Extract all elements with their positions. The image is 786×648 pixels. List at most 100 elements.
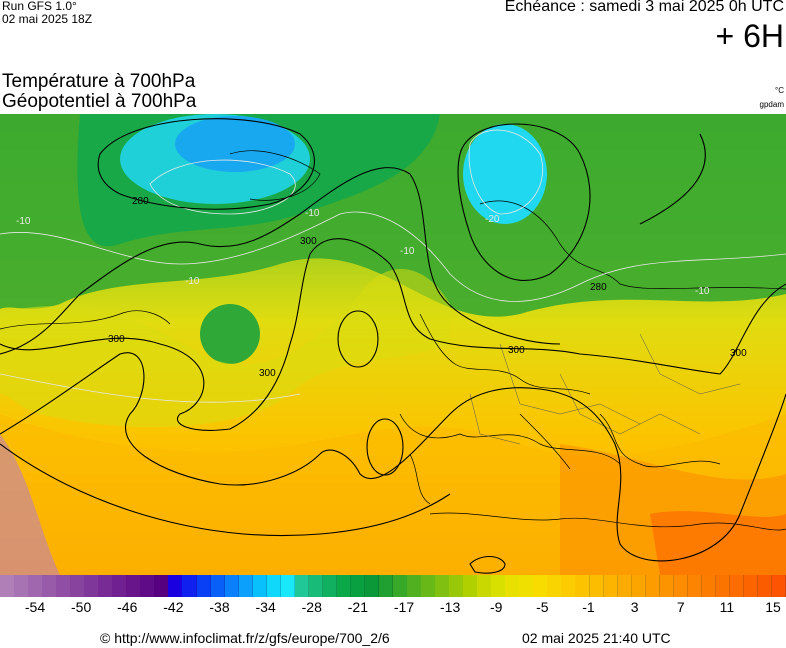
color-swatch [224, 575, 240, 597]
coastlines [0, 150, 786, 531]
color-swatch [210, 575, 226, 597]
color-swatch [645, 575, 661, 597]
color-swatch [547, 575, 562, 597]
color-swatch [322, 575, 338, 597]
color-swatch [308, 575, 324, 597]
color-scale-tick-label: 15 [765, 599, 781, 615]
generated-timestamp: 02 mai 2025 21:40 UTC [522, 630, 671, 646]
isotherm-label: -10 [305, 208, 320, 219]
color-scale-ticks: -54 -50 -46 -42 -38 -34 -28 -21 -17 -13 -9 -5 -1 3 7 11… [0, 599, 786, 619]
lead-time: + 6H [715, 18, 784, 54]
contour-label: 300 [259, 368, 276, 379]
color-swatch [70, 575, 85, 597]
color-scale-tick-label: -38 [209, 599, 230, 615]
color-swatch [575, 575, 590, 597]
color-swatch [140, 575, 155, 597]
run-date: 02 mai 2025 18Z [2, 12, 93, 26]
color-swatch [196, 575, 212, 597]
color-swatch [519, 575, 534, 597]
color-scale-tick-label: -5 [536, 599, 549, 615]
color-swatch [757, 575, 773, 597]
color-swatch [294, 575, 310, 597]
color-swatch [729, 575, 745, 597]
map-title-geopotential: Géopotentiel à 700hPa [2, 91, 197, 112]
cold-pool-scandinavia [463, 124, 547, 224]
isotherms [0, 129, 786, 403]
color-swatch [182, 575, 197, 597]
color-scale-tick-label: 11 [719, 599, 735, 615]
color-swatch [266, 575, 282, 597]
color-swatch [42, 575, 57, 597]
color-swatch [350, 575, 366, 597]
color-swatch [701, 575, 717, 597]
color-swatch [56, 575, 71, 597]
isotherm-label: -10 [185, 276, 200, 287]
isotherm-label: -10 [695, 286, 710, 297]
color-swatch [771, 575, 786, 597]
color-scale-tick-label: -42 [163, 599, 184, 615]
color-swatch [561, 575, 576, 597]
color-swatch [505, 575, 520, 597]
color-swatch [280, 575, 296, 597]
color-scale-tick-label: 7 [676, 599, 685, 615]
color-swatch [435, 575, 450, 597]
color-scale-tick-label: -1 [582, 599, 595, 615]
color-scale-tick-label: -46 [117, 599, 138, 615]
color-swatch [98, 575, 113, 597]
unit-geopotential: gpdam [759, 100, 784, 109]
run-label: Run GFS 1.0° [2, 0, 77, 13]
color-swatch [84, 575, 99, 597]
color-swatch [715, 575, 731, 597]
color-swatch [112, 575, 127, 597]
color-swatch [364, 575, 380, 597]
color-scale-tick-label: -28 [301, 599, 322, 615]
geopotential-contours [0, 118, 786, 574]
isotherm-label: -10 [16, 216, 31, 227]
color-swatch [673, 575, 689, 597]
borders [469, 333, 741, 445]
forecast-valid-time: Echéance : samedi 3 mai 2025 0h UTC [504, 0, 784, 15]
color-scale-tick-label: -21 [347, 599, 368, 615]
color-swatch [407, 575, 422, 597]
unit-temperature: °C [775, 86, 784, 95]
contour-value-labels: 280 300 300 300 280 300 300 [108, 196, 747, 379]
color-swatch [378, 575, 394, 597]
color-scale-tick-label: -50 [71, 599, 92, 615]
color-swatch [393, 575, 408, 597]
contour-label: 300 [108, 334, 125, 345]
color-swatch [617, 575, 633, 597]
isotherm-label: -10 [400, 246, 415, 257]
weather-map: 280 300 300 300 280 300 300 -10 -10 -10 … [0, 114, 786, 575]
map-title-temperature: Température à 700hPa [2, 71, 196, 92]
color-swatch [14, 575, 29, 597]
contour-label: 300 [300, 236, 317, 247]
color-swatch [449, 575, 464, 597]
color-swatch [491, 575, 506, 597]
color-scale-tick-label: -34 [255, 599, 276, 615]
color-swatch [154, 575, 169, 597]
color-swatch [463, 575, 478, 597]
color-swatch [631, 575, 647, 597]
color-swatch [238, 575, 254, 597]
contour-label: 300 [730, 348, 747, 359]
contour-label: 280 [132, 196, 149, 207]
contour-label: 280 [590, 282, 607, 293]
color-swatch [743, 575, 759, 597]
color-swatch [28, 575, 43, 597]
color-scale-tick-label: -54 [24, 599, 46, 615]
color-swatch [421, 575, 436, 597]
color-swatch [687, 575, 703, 597]
source-url[interactable]: © http://www.infoclimat.fr/z/gfs/europe/… [100, 630, 390, 646]
color-swatch [336, 575, 352, 597]
color-swatch [252, 575, 268, 597]
color-swatch [589, 575, 605, 597]
isotherm-label: -20 [485, 214, 500, 225]
isotherm-value-labels: -10 -10 -10 -20 -10 -10 [16, 208, 710, 297]
color-swatch [126, 575, 141, 597]
color-swatch [0, 575, 15, 597]
temperature-color-scale [0, 575, 786, 597]
temperature-shading [0, 114, 786, 575]
color-scale-tick-label: -13 [440, 599, 461, 615]
color-swatch [477, 575, 492, 597]
cold-patch-atlantic [200, 304, 260, 364]
